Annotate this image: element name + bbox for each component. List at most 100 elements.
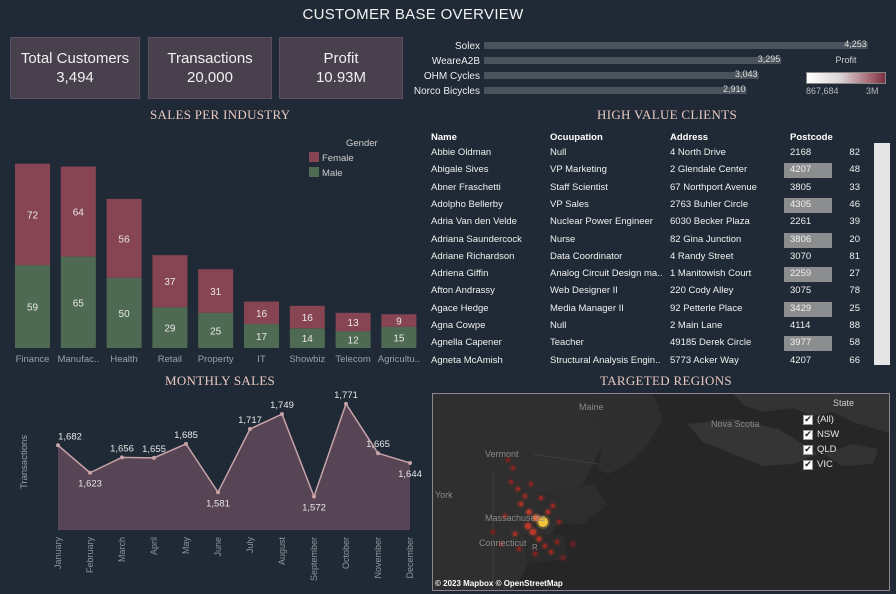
month-label: May [181,537,191,555]
table-row[interactable]: Agnella Capener Teacher 49185 Derek Circle… [428,335,876,352]
table-row[interactable]: Agace Hedge Media Manager II 92 Petterle P… [428,301,876,318]
table-row[interactable]: Abigale Sives VP Marketing 2 Glendale Cent… [428,162,876,179]
cell-address: 67 Northport Avenue [670,181,757,193]
data-point[interactable] [152,455,156,460]
checkbox-icon[interactable]: ✔ [803,459,813,470]
heat-dot[interactable] [561,556,565,560]
heat-dot[interactable] [549,550,553,554]
table-row[interactable]: Adriana Saundercock Nurse 82 Gina Junction… [428,232,876,249]
bar-male[interactable] [335,331,371,348]
postcode-highlight [784,163,832,179]
table-row[interactable]: Agna Cowpe Null 2 Main Lane 4114 88 [428,318,876,335]
column-header-occupation[interactable]: Ocuupation [550,132,603,143]
map-credit[interactable]: © 2023 Mapbox © OpenStreetMap [435,579,563,588]
table-row[interactable]: Afton Andrassy Web Designer II 220 Cody Al… [428,283,876,300]
legend-swatch-male[interactable] [309,167,319,177]
heat-dot[interactable] [503,514,507,518]
heat-dot[interactable] [533,515,539,521]
bar-male[interactable] [381,326,417,348]
checkbox-icon[interactable]: ✔ [803,444,813,455]
state-filter-item[interactable]: ✔ QLD [803,442,887,457]
top-profit-bar[interactable] [484,42,868,49]
data-point[interactable] [280,412,284,417]
heat-dot[interactable] [543,544,547,548]
heat-dot[interactable] [525,523,531,529]
heat-dot[interactable] [536,536,542,542]
bar-male[interactable] [244,324,279,348]
heat-dot[interactable] [499,542,503,546]
legend-swatch-female[interactable] [309,152,319,162]
heat-dot[interactable] [538,517,548,527]
data-point[interactable] [120,455,124,460]
bar-female[interactable] [106,198,142,278]
top-profit-bar[interactable] [484,87,747,94]
top-profit-bar[interactable] [484,57,782,64]
column-header-name[interactable]: Name [431,132,457,143]
checkbox-icon[interactable]: ✔ [803,429,813,440]
heat-dot[interactable] [506,458,510,462]
bar-female[interactable] [289,305,325,329]
heat-dot[interactable] [546,510,550,514]
table-row[interactable]: Abbie Oldman Null 4 North Drive 2168 82 [428,145,876,162]
data-point[interactable] [408,460,412,465]
bar-male[interactable] [106,277,142,348]
heat-dot[interactable] [571,542,575,546]
table-row[interactable]: Adria Van den Velde Nuclear Power Enginee… [428,214,876,231]
state-border [532,453,599,465]
table-scrollbar[interactable] [874,143,890,365]
legend-label-male[interactable]: Male [322,168,343,179]
heat-dot[interactable] [539,496,543,500]
bar-female[interactable] [381,314,417,327]
heat-dot[interactable] [491,530,495,534]
checkbox-icon[interactable]: ✔ [803,414,813,425]
bar-female[interactable] [15,163,50,265]
data-point[interactable] [184,441,188,446]
heat-dot[interactable] [511,466,515,470]
bar-male[interactable] [15,265,50,348]
bar-male[interactable] [289,328,325,348]
column-header-address[interactable]: Address [670,132,709,143]
bar-male[interactable] [198,312,234,348]
heat-dot[interactable] [557,520,561,524]
targeted-regions-map[interactable]: Maine Nova Scotia Vermont York Massachus… [432,393,890,591]
data-point[interactable] [56,443,60,448]
table-row[interactable]: Agneta McAmish Structural Analysis Engin.… [428,353,876,370]
data-point[interactable] [344,401,348,406]
bar-female[interactable] [198,269,234,313]
column-header-postcode[interactable]: Postcode [790,132,833,143]
state-filter-item[interactable]: ✔ (All) [803,412,887,427]
bar-female[interactable] [244,301,279,325]
bar-female[interactable] [60,166,96,257]
data-point[interactable] [248,426,252,431]
legend-label-female[interactable]: Female [322,153,354,164]
top-profit-bar[interactable] [484,72,759,79]
table-row[interactable]: Adolpho Bellerby VP Sales 2763 Buhler Circ… [428,197,876,214]
data-point[interactable] [376,451,380,456]
bar-male[interactable] [152,307,188,348]
heat-dot[interactable] [517,547,521,551]
state-filter-item[interactable]: ✔ VIC [803,457,887,472]
heat-dot[interactable] [530,529,536,535]
heat-dot[interactable] [526,509,532,515]
table-row[interactable]: Adriena Giffin Analog Circuit Design ma..… [428,266,876,283]
heat-dot[interactable] [555,540,559,544]
heat-dot[interactable] [509,480,513,484]
data-point[interactable] [88,470,92,475]
heat-dot[interactable] [519,502,523,506]
heat-dot[interactable] [516,487,520,491]
bar-male[interactable] [60,256,96,348]
state-filter-item[interactable]: ✔ NSW [803,427,887,442]
kpi-value: 20,000 [187,69,233,86]
bar-female[interactable] [152,255,188,308]
data-point[interactable] [216,490,220,495]
heat-dot[interactable] [523,494,527,498]
data-label: 1,644 [398,469,422,480]
table-row[interactable]: Abner Fraschetti Staff Scientist 67 Northp… [428,180,876,197]
heat-dot[interactable] [551,504,555,508]
heat-dot[interactable] [529,482,533,486]
data-point[interactable] [312,494,316,499]
table-row[interactable]: Adriane Richardson Data Coordinator 4 Rand… [428,249,876,266]
heat-dot[interactable] [533,552,537,556]
heat-dot[interactable] [513,532,517,536]
bar-female[interactable] [335,312,371,332]
